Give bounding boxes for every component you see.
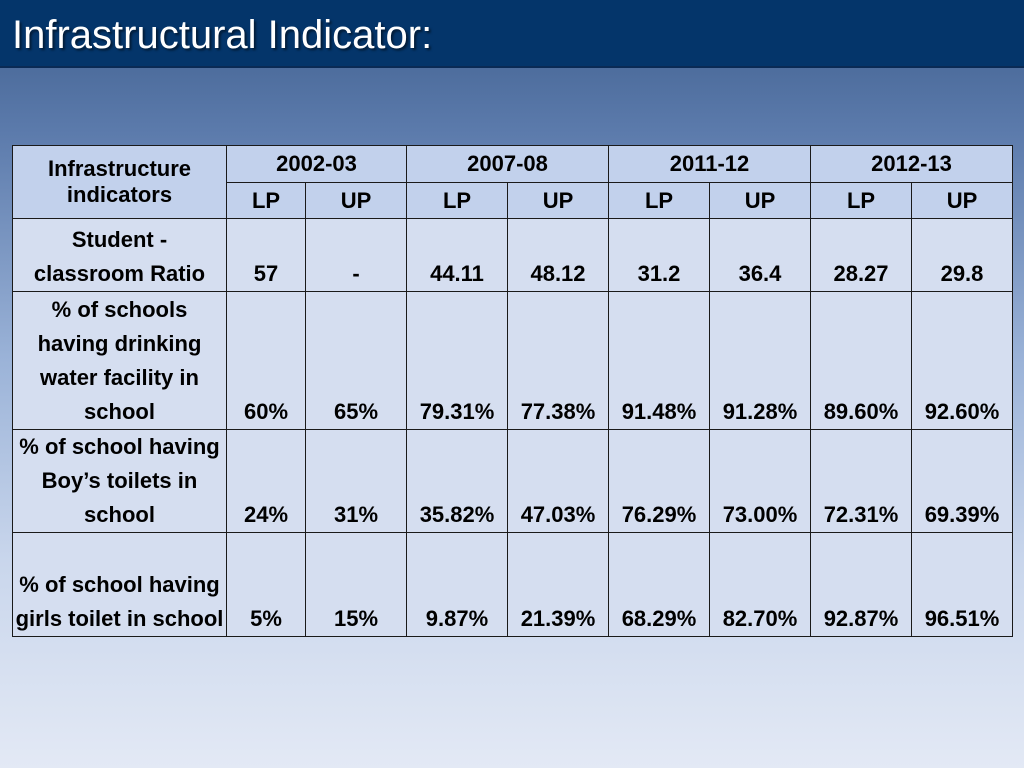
table-cell: 36.4 — [709, 218, 811, 292]
table-cell: 76.29% — [608, 429, 710, 533]
table-cell: 48.12 — [507, 218, 609, 292]
header-row-years: Infrastructure indicators 2002-03 2007-0… — [12, 145, 1013, 219]
table-cell: 72.31% — [810, 429, 912, 533]
year-header: 2002-03 — [226, 145, 407, 183]
row-label: % of school having girls toilet in schoo… — [12, 532, 227, 637]
table-cell: 28.27 — [810, 218, 912, 292]
table-cell: 44.11 — [406, 218, 508, 292]
level-header: UP — [911, 182, 1013, 219]
row-label: % of schools having drinking water facil… — [12, 291, 227, 430]
table-cell: 68.29% — [608, 532, 710, 637]
table-cell: 47.03% — [507, 429, 609, 533]
year-header: 2012-13 — [810, 145, 1013, 183]
row-label: Student - classroom Ratio — [12, 218, 227, 292]
level-header: LP — [406, 182, 508, 219]
table-row: Student - classroom Ratio 57 - 44.11 48.… — [12, 218, 1013, 292]
level-header: UP — [305, 182, 407, 219]
table-row: % of school having Boy’s toilets in scho… — [12, 429, 1013, 533]
table-cell: 92.60% — [911, 291, 1013, 430]
table-cell: 69.39% — [911, 429, 1013, 533]
slide-title: Infrastructural Indicator: — [12, 13, 433, 57]
table-cell: 60% — [226, 291, 306, 430]
corner-header: Infrastructure indicators — [12, 145, 227, 219]
table-cell: 15% — [305, 532, 407, 637]
row-label: % of school having Boy’s toilets in scho… — [12, 429, 227, 533]
table-cell: 79.31% — [406, 291, 508, 430]
table-cell: 91.28% — [709, 291, 811, 430]
level-header: LP — [608, 182, 710, 219]
table-cell: 89.60% — [810, 291, 912, 430]
table-cell: 73.00% — [709, 429, 811, 533]
level-header: UP — [709, 182, 811, 219]
table-cell: 77.38% — [507, 291, 609, 430]
table-cell: 21.39% — [507, 532, 609, 637]
table-cell: 24% — [226, 429, 306, 533]
table-cell: 65% — [305, 291, 407, 430]
table-cell: 31% — [305, 429, 407, 533]
table-cell: 92.87% — [810, 532, 912, 637]
table-cell: - — [305, 218, 407, 292]
header-row-levels: LP UP LP UP LP UP LP UP — [13, 182, 1013, 219]
year-header: 2007-08 — [406, 145, 609, 183]
table-cell: 91.48% — [608, 291, 710, 430]
level-header: LP — [226, 182, 306, 219]
table-cell: 29.8 — [911, 218, 1013, 292]
table-row: % of schools having drinking water facil… — [12, 291, 1013, 430]
infrastructure-table: Infrastructure indicators 2002-03 2007-0… — [12, 145, 1013, 637]
table-cell: 57 — [226, 218, 306, 292]
table-row: % of school having girls toilet in schoo… — [12, 532, 1013, 637]
table-cell: 5% — [226, 532, 306, 637]
table-cell: 35.82% — [406, 429, 508, 533]
level-header: LP — [810, 182, 912, 219]
table-cell: 31.2 — [608, 218, 710, 292]
table-cell: 9.87% — [406, 532, 508, 637]
table-cell: 96.51% — [911, 532, 1013, 637]
level-header: UP — [507, 182, 609, 219]
slide-title-bar: Infrastructural Indicator: — [0, 0, 1024, 68]
table-cell: 82.70% — [709, 532, 811, 637]
year-header: 2011-12 — [608, 145, 811, 183]
